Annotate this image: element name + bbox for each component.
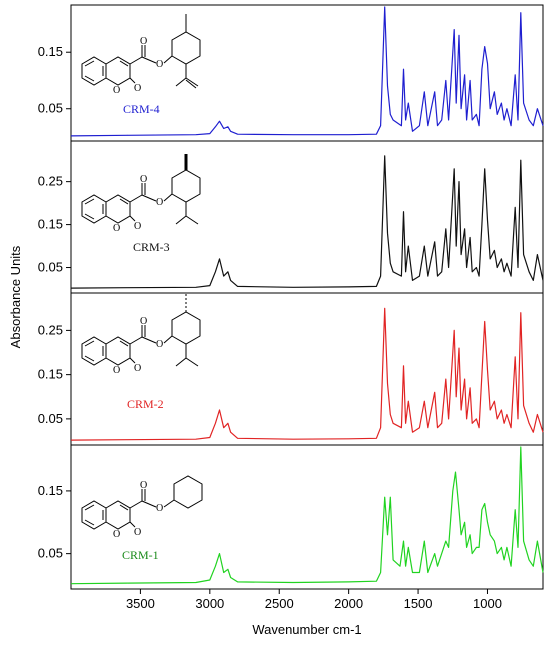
structure-crm-3 (81, 154, 201, 225)
y-tick-label: 0.15 (38, 217, 63, 232)
x-axis-title: Wavenumber cm-1 (252, 622, 361, 637)
y-tick-label: 0.25 (38, 174, 63, 189)
structure-crm-2 (81, 294, 201, 367)
label-crm-2: CRM-2 (127, 397, 164, 411)
x-tick-label: 2000 (334, 596, 363, 611)
structure-crm-2-o4: O (134, 363, 141, 374)
y-tick-label: 0.15 (38, 483, 63, 498)
x-tick-label: 1000 (473, 596, 502, 611)
plot-frame (70, 4, 544, 590)
structure-crm-2-o3: O (113, 365, 120, 376)
structure-crm-1-o3: O (113, 529, 120, 540)
structure-crm-3-o2: O (156, 197, 163, 208)
x-tick-label: 3500 (126, 596, 155, 611)
structure-crm-4-o1: O (140, 36, 147, 47)
series-line-crm-4 (70, 6, 544, 137)
x-tick-label: 3000 (195, 596, 224, 611)
spectra-panels: 0.05 0.15 0.05 0.15 0.25 0.05 0.15 0.25 0.05 0.15 (38, 6, 544, 585)
series-line-crm-3 (70, 155, 544, 289)
structure-crm-4-o4: O (134, 83, 141, 94)
structure-crm-3-o3: O (113, 223, 120, 234)
structure-crm-3-o4: O (134, 221, 141, 232)
structure-crm-1 (81, 475, 203, 530)
y-tick-label: 0.05 (38, 101, 63, 116)
structure-crm-2-o1: O (140, 316, 147, 327)
structure-crm-2-o2: O (156, 339, 163, 350)
y-axis-title: Absorbance Units (8, 245, 23, 348)
structure-crm-1-o2: O (156, 503, 163, 514)
x-tick-label: 1500 (404, 596, 433, 611)
structure-crm-3-o1: O (140, 174, 147, 185)
y-tick-label: 0.25 (38, 322, 63, 337)
y-tick-label: 0.05 (38, 411, 63, 426)
x-axis-ticks: 3500 3000 2500 2000 1500 1000 (126, 589, 502, 611)
y-tick-label: 0.15 (38, 367, 63, 382)
x-tick-label: 2500 (265, 596, 294, 611)
y-tick-label: 0.05 (38, 260, 63, 275)
structure-crm-4-o2: O (156, 59, 163, 70)
structure-crm-4-o3: O (113, 85, 120, 96)
label-crm-4: CRM-4 (123, 102, 160, 116)
structure-crm-1-o1: O (140, 480, 147, 491)
y-tick-label: 0.05 (38, 546, 63, 561)
label-crm-3: CRM-3 (133, 240, 170, 254)
label-crm-1: CRM-1 (122, 548, 159, 562)
series-line-crm-2 (70, 307, 544, 441)
y-tick-label: 0.15 (38, 44, 63, 59)
structure-crm-4 (81, 14, 201, 89)
series-line-crm-1 (70, 446, 544, 585)
structure-crm-1-o4: O (134, 527, 141, 538)
